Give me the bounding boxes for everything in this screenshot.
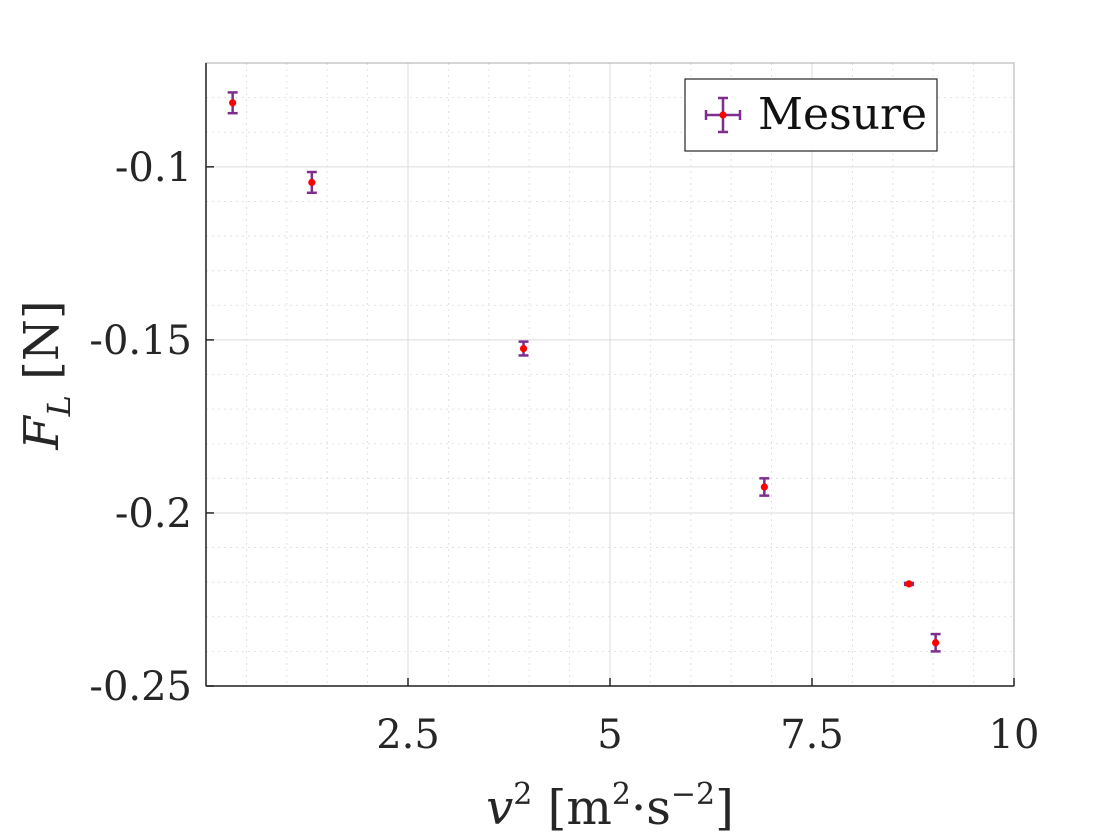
x-tick-label: 10 <box>989 712 1040 758</box>
y-tick-label: -0.15 <box>89 318 192 364</box>
legend-entry-mesure: Mesure <box>758 89 927 140</box>
legend-symbol-icon <box>704 96 742 134</box>
legend-marker <box>719 111 727 119</box>
data-point <box>760 483 768 491</box>
data-series-mesure <box>227 91 941 653</box>
data-point <box>932 639 940 647</box>
x-axis-label: v2 [m2·s−2] <box>486 777 734 836</box>
y-axis-label: FL [N] <box>14 300 78 450</box>
legend: Mesure <box>684 78 938 152</box>
y-tick-label: -0.1 <box>115 145 192 191</box>
x-tick-label: 5 <box>597 712 622 758</box>
data-point <box>905 580 913 588</box>
tick-labels: 2.5 5 7.5 10 -0.25 -0.2 -0.15 -0.1 <box>89 145 1039 758</box>
data-point <box>308 178 316 187</box>
y-tick-label: -0.2 <box>115 491 192 537</box>
x-tick-label: 2.5 <box>376 712 440 758</box>
y-tick-label: -0.25 <box>89 664 192 710</box>
data-point <box>229 99 237 107</box>
data-point <box>519 344 528 353</box>
grid <box>206 63 1014 686</box>
x-tick-label: 7.5 <box>780 712 844 758</box>
axes <box>205 63 1015 687</box>
